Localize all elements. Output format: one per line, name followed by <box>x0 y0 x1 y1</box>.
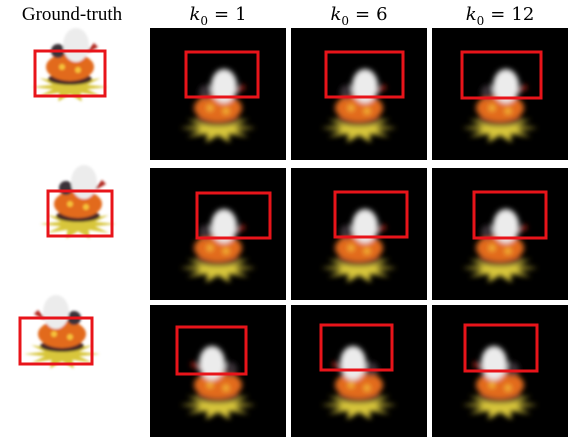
object <box>24 295 100 369</box>
symbol: k <box>330 4 341 25</box>
symbol: k <box>466 4 477 25</box>
relation: = <box>214 4 229 25</box>
subscript: 0 <box>341 14 349 28</box>
column-header: k0 = 6 <box>330 4 387 28</box>
relation: = <box>490 4 505 25</box>
relation: = <box>355 4 370 25</box>
object <box>32 28 108 102</box>
value: 1 <box>235 4 246 25</box>
symbol: k <box>189 4 200 25</box>
value: 6 <box>376 4 387 25</box>
value: 12 <box>511 4 534 25</box>
column-header: k0 = 12 <box>466 4 535 28</box>
object <box>40 165 116 239</box>
figure: Ground-truth k0=1k0=6k0=12 <box>0 0 569 437</box>
image-grid <box>20 28 568 437</box>
subscript: 0 <box>200 14 208 28</box>
column-header: Ground-truth <box>22 4 123 25</box>
subscript: 0 <box>477 14 485 28</box>
column-header: k0 = 1 <box>189 4 246 28</box>
